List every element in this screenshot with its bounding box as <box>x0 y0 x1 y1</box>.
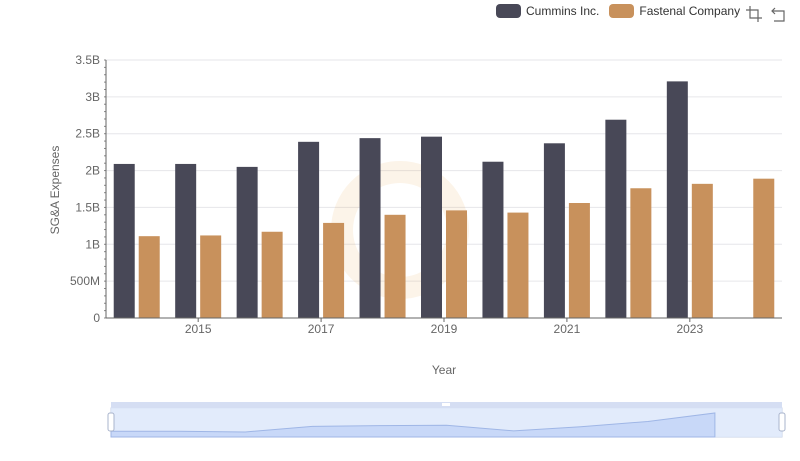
zoom-move-grip[interactable] <box>442 403 450 406</box>
bar-fastenal-2015[interactable] <box>200 235 222 318</box>
bar-cummins-2018[interactable] <box>359 138 381 318</box>
bar-fastenal-2016[interactable] <box>261 231 283 318</box>
x-tick-label: 2021 <box>554 322 581 336</box>
y-axis: 0 500M 1B 1.5B 2B 2.5B 3B 3.5B <box>70 53 107 325</box>
legend-item-fastenal[interactable]: Fastenal Company <box>609 4 740 18</box>
bar-cummins-2020[interactable] <box>482 161 504 318</box>
legend-swatch-fastenal <box>609 4 635 18</box>
toolbox <box>746 6 787 22</box>
bar-fastenal-2023[interactable] <box>691 183 713 318</box>
zoom-preview-area <box>110 412 716 438</box>
legend: Cummins Inc. Fastenal Company <box>496 4 740 18</box>
bar-fastenal-2017[interactable] <box>323 222 345 318</box>
zoom-handle-left[interactable] <box>107 412 115 432</box>
bar-cummins-2022[interactable] <box>605 119 627 318</box>
zoom-icon[interactable] <box>746 6 762 22</box>
restore-icon[interactable] <box>771 6 787 22</box>
y-tick-label: 1.5B <box>75 200 100 214</box>
x-tick-label: 2023 <box>676 322 703 336</box>
y-tick-label: 3B <box>85 90 100 104</box>
y-tick-label: 1B <box>85 237 100 251</box>
x-axis: 2015 2017 2019 2021 2023 <box>106 317 782 336</box>
y-tick-label: 3.5B <box>75 53 100 67</box>
legend-item-cummins[interactable]: Cummins Inc. <box>496 4 599 18</box>
bar-cummins-2014[interactable] <box>113 163 135 318</box>
x-axis-label: Year <box>432 363 456 377</box>
x-tick-label: 2019 <box>431 322 458 336</box>
y-tick-label: 2B <box>85 164 100 178</box>
bar-fastenal-2021[interactable] <box>568 203 590 318</box>
bar-cummins-2023[interactable] <box>666 81 688 319</box>
legend-label-cummins: Cummins Inc. <box>526 4 600 18</box>
legend-swatch-cummins <box>496 4 521 18</box>
x-tick-label: 2017 <box>308 322 335 336</box>
bar-fastenal-2024[interactable] <box>753 178 775 318</box>
bar-fastenal-2020[interactable] <box>507 212 529 318</box>
bar-cummins-2021[interactable] <box>543 143 565 318</box>
bar-fastenal-2019[interactable] <box>446 210 467 318</box>
bar-cummins-2019[interactable] <box>421 136 442 318</box>
bars <box>113 81 775 319</box>
bar-cummins-2015[interactable] <box>175 163 197 318</box>
y-tick-label: 0 <box>93 311 100 325</box>
x-tick-label: 2015 <box>185 322 212 336</box>
bar-fastenal-2022[interactable] <box>630 188 652 318</box>
bar-fastenal-2014[interactable] <box>138 236 160 318</box>
y-axis-label: SG&A Expenses <box>48 146 62 235</box>
data-zoom-slider[interactable] <box>107 402 786 438</box>
y-tick-label: 500M <box>70 274 100 288</box>
y-tick-label: 2.5B <box>75 127 100 141</box>
bar-fastenal-2018[interactable] <box>384 214 406 318</box>
bar-cummins-2017[interactable] <box>298 141 320 318</box>
bar-cummins-2016[interactable] <box>236 166 258 318</box>
legend-label-fastenal: Fastenal Company <box>639 4 741 18</box>
zoom-handle-right[interactable] <box>778 412 786 432</box>
